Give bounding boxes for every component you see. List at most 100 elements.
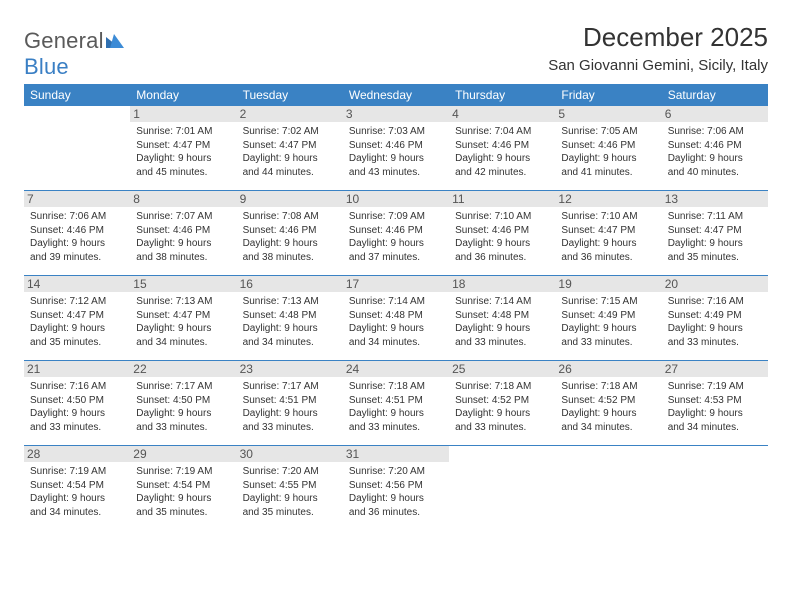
day-cell: 27Sunrise: 7:19 AMSunset: 4:53 PMDayligh…	[662, 361, 768, 445]
sunset-text: Sunset: 4:56 PM	[349, 479, 443, 493]
sunrise-text: Sunrise: 7:02 AM	[243, 125, 337, 139]
daylight-text: Daylight: 9 hours and 33 minutes.	[668, 322, 762, 349]
day-number: 31	[343, 446, 449, 462]
sunrise-text: Sunrise: 7:10 AM	[561, 210, 655, 224]
brand-logo: General Blue	[24, 28, 124, 80]
day-number: 20	[662, 276, 768, 292]
sunrise-text: Sunrise: 7:19 AM	[136, 465, 230, 479]
day-cell: 20Sunrise: 7:16 AMSunset: 4:49 PMDayligh…	[662, 276, 768, 360]
sunrise-text: Sunrise: 7:06 AM	[30, 210, 124, 224]
daylight-text: Daylight: 9 hours and 43 minutes.	[349, 152, 443, 179]
sunrise-text: Sunrise: 7:10 AM	[455, 210, 549, 224]
day-cell: 8Sunrise: 7:07 AMSunset: 4:46 PMDaylight…	[130, 191, 236, 275]
day-number: 14	[24, 276, 130, 292]
sunset-text: Sunset: 4:46 PM	[349, 224, 443, 238]
sunset-text: Sunset: 4:52 PM	[455, 394, 549, 408]
day-number: 25	[449, 361, 555, 377]
sunset-text: Sunset: 4:46 PM	[243, 224, 337, 238]
sunrise-text: Sunrise: 7:11 AM	[668, 210, 762, 224]
day-cell: 18Sunrise: 7:14 AMSunset: 4:48 PMDayligh…	[449, 276, 555, 360]
header-right: December 2025 San Giovanni Gemini, Sicil…	[548, 22, 768, 74]
sunrise-text: Sunrise: 7:17 AM	[243, 380, 337, 394]
daylight-text: Daylight: 9 hours and 34 minutes.	[243, 322, 337, 349]
sunrise-text: Sunrise: 7:13 AM	[243, 295, 337, 309]
day-number: 30	[237, 446, 343, 462]
sunrise-text: Sunrise: 7:04 AM	[455, 125, 549, 139]
sunset-text: Sunset: 4:49 PM	[668, 309, 762, 323]
daylight-text: Daylight: 9 hours and 36 minutes.	[561, 237, 655, 264]
day-cell: 3Sunrise: 7:03 AMSunset: 4:46 PMDaylight…	[343, 106, 449, 190]
day-header: Saturday	[662, 84, 768, 106]
daylight-text: Daylight: 9 hours and 34 minutes.	[668, 407, 762, 434]
sunset-text: Sunset: 4:48 PM	[243, 309, 337, 323]
daylight-text: Daylight: 9 hours and 36 minutes.	[349, 492, 443, 519]
sunset-text: Sunset: 4:46 PM	[455, 139, 549, 153]
week-row: 14Sunrise: 7:12 AMSunset: 4:47 PMDayligh…	[24, 276, 768, 361]
day-cell: 1Sunrise: 7:01 AMSunset: 4:47 PMDaylight…	[130, 106, 236, 190]
week-row: 7Sunrise: 7:06 AMSunset: 4:46 PMDaylight…	[24, 191, 768, 276]
day-cell: 21Sunrise: 7:16 AMSunset: 4:50 PMDayligh…	[24, 361, 130, 445]
day-header: Thursday	[449, 84, 555, 106]
day-cell: 31 Sunrise: 7:20 AMSunset: 4:56 PMDayligh…	[343, 446, 449, 530]
day-cell: 25Sunrise: 7:18 AMSunset: 4:52 PMDayligh…	[449, 361, 555, 445]
daylight-text: Daylight: 9 hours and 37 minutes.	[349, 237, 443, 264]
month-title: December 2025	[548, 22, 768, 53]
sunset-text: Sunset: 4:46 PM	[561, 139, 655, 153]
brand-part1: General	[24, 28, 104, 53]
day-cell: 29Sunrise: 7:19 AMSunset: 4:54 PMDayligh…	[130, 446, 236, 530]
sunset-text: Sunset: 4:47 PM	[136, 309, 230, 323]
sunrise-text: Sunrise: 7:16 AM	[30, 380, 124, 394]
daylight-text: Daylight: 9 hours and 45 minutes.	[136, 152, 230, 179]
day-number: 9	[237, 191, 343, 207]
daylight-text: Daylight: 9 hours and 34 minutes.	[30, 492, 124, 519]
daylight-text: Daylight: 9 hours and 44 minutes.	[243, 152, 337, 179]
day-number: 8	[130, 191, 236, 207]
daylight-text: Daylight: 9 hours and 35 minutes.	[668, 237, 762, 264]
day-cell: 23Sunrise: 7:17 AMSunset: 4:51 PMDayligh…	[237, 361, 343, 445]
day-number: 22	[130, 361, 236, 377]
daylight-text: Daylight: 9 hours and 38 minutes.	[136, 237, 230, 264]
sunrise-text: Sunrise: 7:20 AM	[349, 465, 443, 479]
day-number: 26	[555, 361, 661, 377]
day-cell	[24, 106, 130, 190]
daylight-text: Daylight: 9 hours and 33 minutes.	[561, 322, 655, 349]
daylight-text: Daylight: 9 hours and 34 minutes.	[349, 322, 443, 349]
day-number: 21	[24, 361, 130, 377]
day-number: 13	[662, 191, 768, 207]
daylight-text: Daylight: 9 hours and 38 minutes.	[243, 237, 337, 264]
day-number: 5	[555, 106, 661, 122]
day-header: Wednesday	[343, 84, 449, 106]
day-cell: 17Sunrise: 7:14 AMSunset: 4:48 PMDayligh…	[343, 276, 449, 360]
day-number: 2	[237, 106, 343, 122]
daylight-text: Daylight: 9 hours and 39 minutes.	[30, 237, 124, 264]
day-header: Monday	[130, 84, 236, 106]
sunset-text: Sunset: 4:51 PM	[243, 394, 337, 408]
daylight-text: Daylight: 9 hours and 33 minutes.	[455, 322, 549, 349]
week-row: 28Sunrise: 7:19 AMSunset: 4:54 PMDayligh…	[24, 446, 768, 530]
sunset-text: Sunset: 4:47 PM	[668, 224, 762, 238]
day-number: 29	[130, 446, 236, 462]
brand-part2: Blue	[24, 54, 69, 79]
day-number: 3	[343, 106, 449, 122]
sunrise-text: Sunrise: 7:05 AM	[561, 125, 655, 139]
sunrise-text: Sunrise: 7:01 AM	[136, 125, 230, 139]
day-number: 4	[449, 106, 555, 122]
sunrise-text: Sunrise: 7:12 AM	[30, 295, 124, 309]
sunset-text: Sunset: 4:49 PM	[561, 309, 655, 323]
day-cell: 24Sunrise: 7:18 AMSunset: 4:51 PMDayligh…	[343, 361, 449, 445]
daylight-text: Daylight: 9 hours and 35 minutes.	[30, 322, 124, 349]
day-number: 10	[343, 191, 449, 207]
day-cell: 2Sunrise: 7:02 AMSunset: 4:47 PMDaylight…	[237, 106, 343, 190]
sunset-text: Sunset: 4:52 PM	[561, 394, 655, 408]
sunrise-text: Sunrise: 7:03 AM	[349, 125, 443, 139]
sunrise-text: Sunrise: 7:18 AM	[349, 380, 443, 394]
sunrise-text: Sunrise: 7:14 AM	[349, 295, 443, 309]
sunrise-text: Sunrise: 7:08 AM	[243, 210, 337, 224]
day-number: 15	[130, 276, 236, 292]
daylight-text: Daylight: 9 hours and 34 minutes.	[136, 322, 230, 349]
day-cell: 11Sunrise: 7:10 AMSunset: 4:46 PMDayligh…	[449, 191, 555, 275]
day-cell: 9 Sunrise: 7:08 AMSunset: 4:46 PMDaylight…	[237, 191, 343, 275]
day-number: 12	[555, 191, 661, 207]
sunset-text: Sunset: 4:50 PM	[30, 394, 124, 408]
sunrise-text: Sunrise: 7:19 AM	[668, 380, 762, 394]
